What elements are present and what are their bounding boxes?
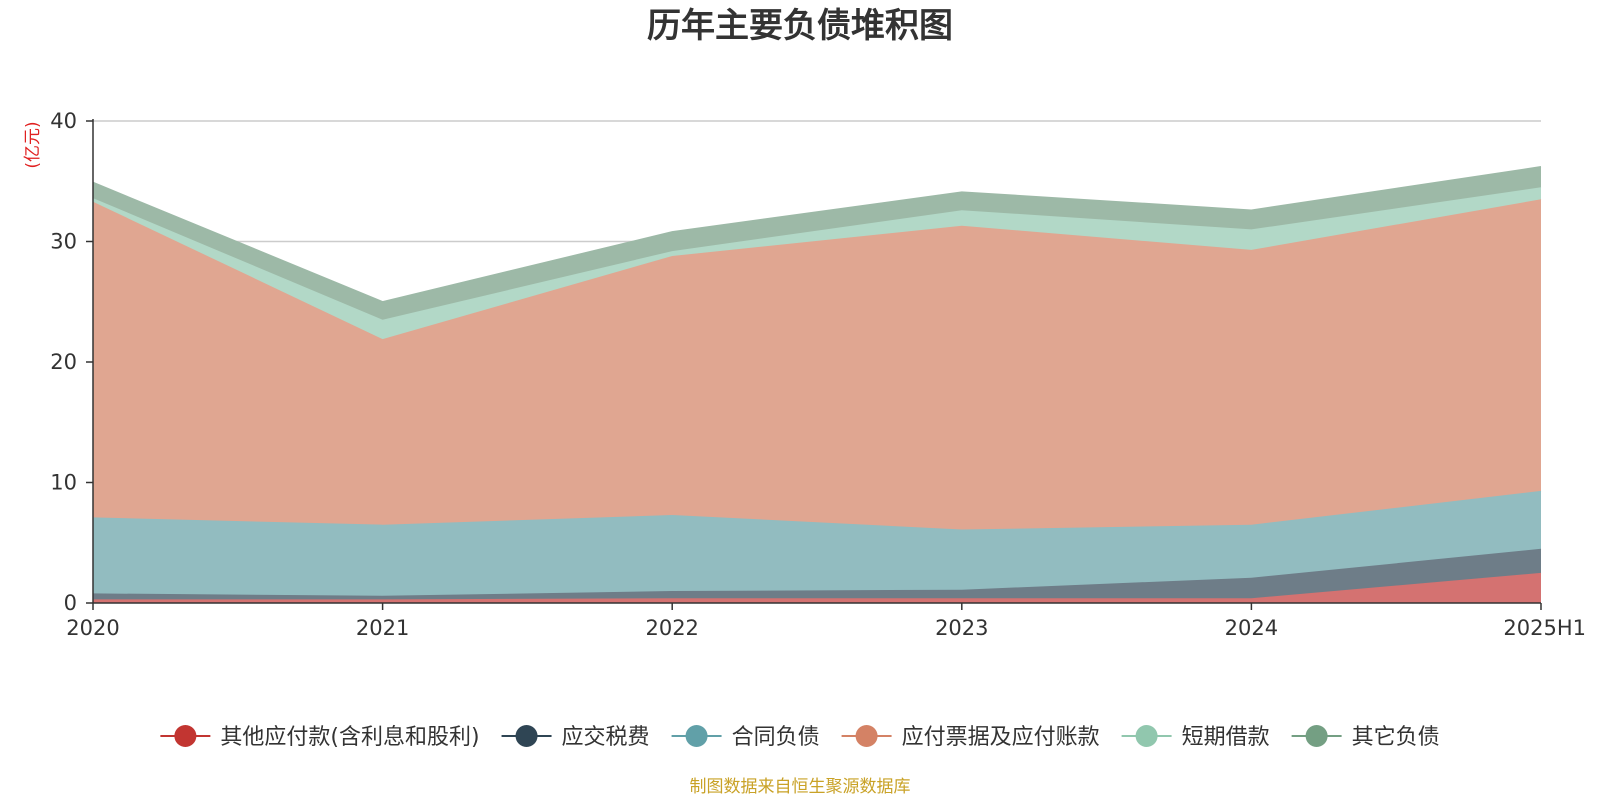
x-tick-label-3: 2022 [645, 616, 698, 640]
legend-label-6: 其它负债 [1352, 725, 1440, 750]
legend-marker-5 [1135, 725, 1158, 747]
legend-item-1[interactable]: 其他应付款(含利息和股利) [160, 725, 480, 750]
area-series-3 [93, 490, 1541, 596]
legend-item-3[interactable]: 合同负债 [671, 725, 820, 750]
y-tick-label-30: 30 [50, 230, 77, 254]
legend-label-1: 其他应付款(含利息和股利) [220, 725, 479, 750]
legend-marker-4 [855, 725, 878, 747]
area-series-2 [93, 548, 1541, 600]
legend-label-5: 短期借款 [1182, 725, 1270, 750]
series-line-6 [92, 166, 1542, 303]
y-tick-label-0: 0 [64, 591, 77, 615]
y-axis-unit-label: (亿元) [23, 121, 43, 168]
axes [92, 119, 1541, 604]
x-tick-label-1: 2020 [66, 616, 119, 640]
legend-marker-3 [685, 725, 708, 747]
legend: 其他应付款(含利息和股利) 应交税费 合同负债 应付票据及应付账款 短期借款 其它负债 [160, 725, 1440, 750]
legend-item-6[interactable]: 其它负债 [1291, 725, 1440, 750]
legend-label-3: 合同负债 [732, 725, 820, 750]
x-axis-ticks: 2020 2021 2022 2023 2024 2025H1 [66, 603, 1586, 640]
legend-item-4[interactable]: 应付票据及应付账款 [841, 725, 1100, 750]
x-tick-label-4: 2023 [935, 616, 988, 640]
legend-label-4: 应付票据及应付账款 [902, 725, 1100, 750]
x-tick-label-6: 2025H1 [1503, 616, 1586, 640]
legend-item-2[interactable]: 应交税费 [501, 725, 650, 750]
y-tick-label-10: 10 [50, 471, 77, 495]
x-tick-label-2: 2021 [356, 616, 409, 640]
legend-marker-2 [515, 725, 538, 747]
area-series-4 [93, 199, 1541, 530]
y-axis-ticks: 0 10 20 30 40 [50, 109, 93, 615]
source-note: 制图数据来自恒生聚源数据库 [690, 777, 911, 797]
y-tick-label-40: 40 [50, 109, 77, 133]
x-tick-label-5: 2024 [1225, 616, 1278, 640]
legend-item-5[interactable]: 短期借款 [1121, 725, 1270, 750]
area-series [92, 166, 1542, 603]
legend-label-2: 应交税费 [562, 725, 650, 750]
y-tick-label-20: 20 [50, 350, 77, 374]
legend-marker-6 [1305, 725, 1328, 747]
chart-title: 历年主要负债堆积图 [647, 6, 953, 46]
legend-marker-1 [174, 725, 197, 747]
